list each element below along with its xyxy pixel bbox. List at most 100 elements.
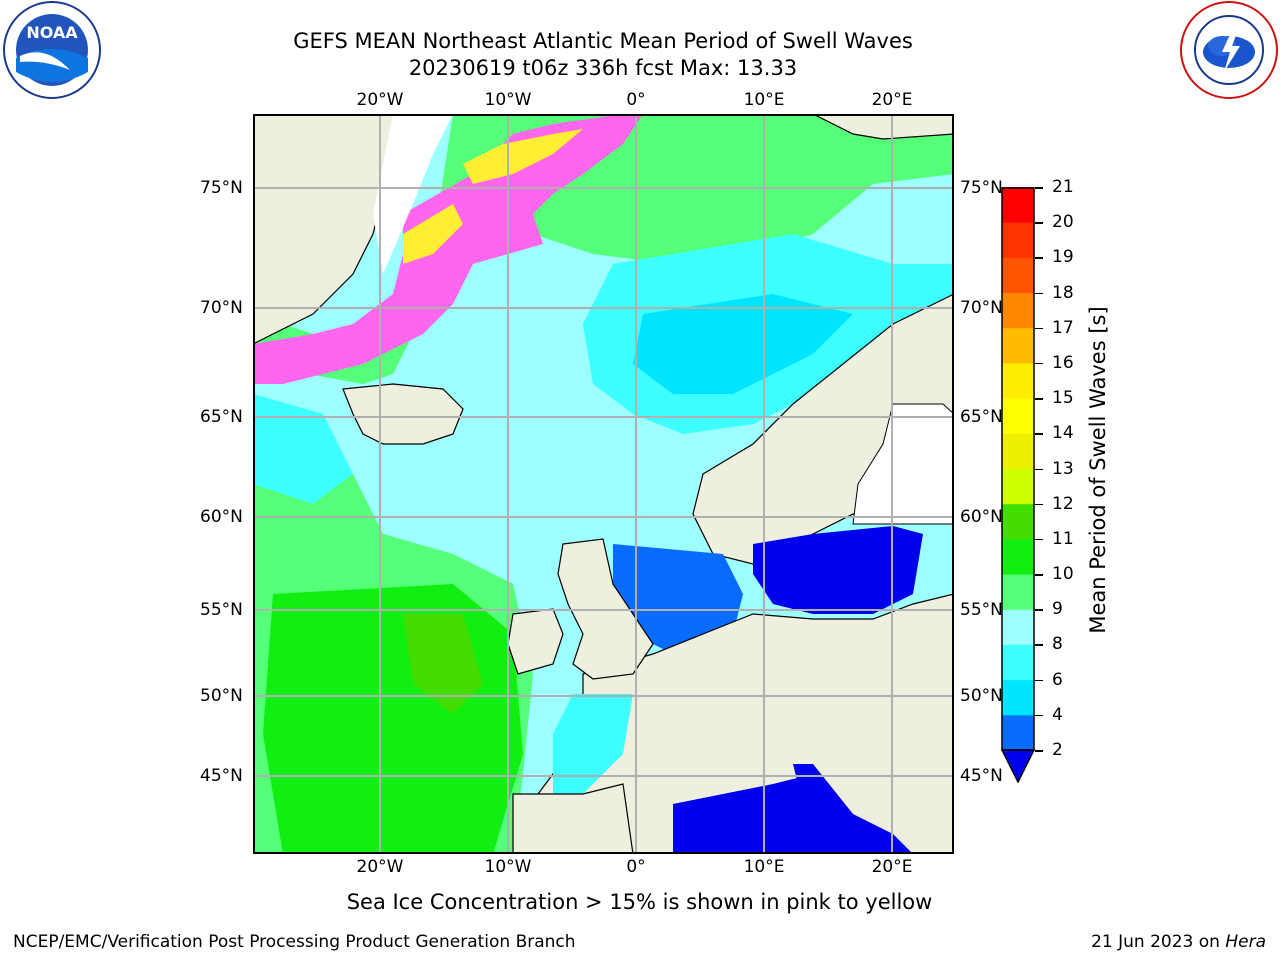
- lat-label-left-50n: 50°N: [200, 686, 243, 706]
- colorbar-tick-mark: [1035, 257, 1043, 259]
- lon-label-top-10w: 10°W: [484, 90, 532, 110]
- swell-region-4to6-norwegian: [633, 294, 853, 394]
- colorbar-bin-4-6: [1002, 679, 1034, 716]
- sea-ice-caption: Sea Ice Concentration > 15% is shown in …: [346, 890, 933, 914]
- colorbar-bin-13-14: [1002, 433, 1034, 469]
- greenland-ice-cap: [373, 114, 453, 274]
- lat-label-right-55n: 55°N: [960, 600, 1003, 620]
- colorbar-label: Mean Period of Swell Waves [s]: [1086, 306, 1110, 634]
- colorbar-tick-label: 15: [1052, 388, 1074, 409]
- colorbar-tick-mark: [1035, 433, 1043, 435]
- swell-period-map: [252, 113, 955, 855]
- colorbar-tick-mark: [1035, 714, 1043, 717]
- colorbar-bin-6-8: [1002, 644, 1034, 681]
- lat-label-right-45n: 45°N: [960, 766, 1003, 786]
- colorbar-bin-9-10: [1002, 574, 1034, 610]
- colorbar-tick-label: 11: [1052, 528, 1074, 549]
- map-frame: [253, 114, 954, 854]
- lat-label-left-65n: 65°N: [200, 407, 243, 427]
- colorbar-tick-label: 4: [1052, 704, 1063, 725]
- colorbar-tick-label: 2: [1052, 740, 1063, 760]
- colorbar-bin-18-19: [1002, 257, 1034, 294]
- colorbar-tick-mark: [1035, 609, 1043, 611]
- swell-region-6to8-iceland: [253, 394, 353, 504]
- colorbar-tick-label: 18: [1052, 282, 1074, 303]
- chart-title: GEFS MEAN Northeast Atlantic Mean Period…: [293, 29, 913, 53]
- sea-ice-yellow-2: [403, 204, 463, 264]
- sea-ice-yellow: [463, 129, 583, 184]
- colorbar-bin-15-16: [1002, 362, 1034, 399]
- noaa-logo: NOAA: [0, 0, 104, 100]
- lat-label-right-60n: 60°N: [960, 507, 1003, 527]
- chart-subtitle: 20230619 t06z 336h fcst Max: 13.33: [408, 56, 798, 80]
- colorbar-tick-label: 8: [1052, 634, 1063, 655]
- colorbar-tick-mark: [1035, 503, 1043, 506]
- swell-region-11to12-west: [403, 614, 483, 714]
- footer-date-text: 21 Jun 2023 on: [1091, 932, 1226, 952]
- lat-label-left-70n: 70°N: [200, 298, 243, 318]
- nws-logo: [1178, 0, 1280, 100]
- colorbar-tick-mark: [1035, 398, 1043, 400]
- colorbar-tick-mark: [1035, 222, 1043, 224]
- colorbar-tick-mark: [1035, 574, 1043, 576]
- lat-label-left-60n: 60°N: [200, 507, 243, 527]
- mediterranean-sea: [673, 774, 913, 854]
- colorbar-bin-2-4: [1002, 714, 1034, 751]
- colorbar-tick-label: 13: [1052, 458, 1074, 479]
- colorbar-bin-14-15: [1002, 398, 1034, 434]
- lat-label-right-70n: 70°N: [960, 298, 1003, 318]
- adriatic-sea: [793, 764, 853, 819]
- colorbar-tick-mark: [1035, 327, 1043, 330]
- lon-label-bottom-10e: 10°E: [743, 857, 785, 877]
- lat-label-left-75n: 75°N: [200, 178, 243, 198]
- sea-ice-pink: [253, 114, 643, 384]
- colorbar-tick-label: 21: [1052, 177, 1074, 197]
- lon-label-bottom-0: 0°: [626, 857, 646, 877]
- lon-label-top-20e: 20°E: [871, 90, 913, 110]
- lon-label-bottom-20w: 20°W: [356, 857, 404, 877]
- colorbar-bin-19-20: [1002, 222, 1034, 258]
- baltic-sea: [753, 526, 923, 614]
- colorbar-tick-label: 10: [1052, 564, 1074, 585]
- colorbar-extend-triangle: [1000, 749, 1036, 784]
- footer-credit: NCEP/EMC/Verification Post Processing Pr…: [13, 932, 576, 952]
- colorbar-tick-label: 6: [1052, 669, 1063, 690]
- colorbar-bin-12-13: [1002, 468, 1034, 505]
- swell-region-10to11-west: [263, 584, 523, 854]
- colorbar-bin-16-17: [1002, 327, 1034, 364]
- iceland: [342, 383, 464, 445]
- lon-label-top-10e: 10°E: [743, 90, 785, 110]
- colorbar-bin-20-21: [1002, 187, 1034, 223]
- lat-label-left-55n: 55°N: [200, 600, 243, 620]
- noaa-logo-text: NOAA: [26, 23, 78, 42]
- gulf-of-bothnia: [852, 403, 955, 525]
- lon-label-top-0: 0°: [626, 90, 646, 110]
- colorbar-tick-label: 20: [1052, 212, 1074, 233]
- colorbar-tick-mark: [1035, 468, 1043, 470]
- colorbar-tick-label: 12: [1052, 493, 1074, 514]
- north-sea: [613, 544, 743, 654]
- footer-host: Hera: [1225, 932, 1266, 952]
- colorbar-tick-label: 9: [1052, 599, 1063, 620]
- colorbar-tick-mark: [1035, 187, 1043, 189]
- colorbar-svg: [1000, 187, 1036, 784]
- lat-label-left-45n: 45°N: [200, 766, 243, 786]
- bay-of-biscay: [553, 694, 633, 794]
- colorbar: [1000, 187, 1036, 784]
- colorbar-tick-mark: [1035, 679, 1043, 682]
- colorbar-tick-mark: [1035, 362, 1043, 365]
- colorbar-tick-label: 16: [1052, 352, 1074, 373]
- graticule: [253, 114, 954, 854]
- colorbar-tick-mark: [1035, 750, 1043, 752]
- colorbar-bin-17-18: [1002, 292, 1034, 329]
- colorbar-tick-label: 17: [1052, 317, 1074, 338]
- colorbar-tick-label: 19: [1052, 247, 1074, 268]
- footer-date: 21 Jun 2023 on Hera: [1091, 932, 1266, 952]
- colorbar-tick-mark: [1035, 644, 1043, 646]
- lon-label-top-20w: 20°W: [356, 90, 404, 110]
- lon-label-bottom-10w: 10°W: [484, 857, 532, 877]
- colorbar-tick-mark: [1035, 292, 1043, 295]
- lat-label-right-50n: 50°N: [960, 686, 1003, 706]
- map-canvas: [252, 113, 955, 855]
- colorbar-bin-11-12: [1002, 503, 1034, 540]
